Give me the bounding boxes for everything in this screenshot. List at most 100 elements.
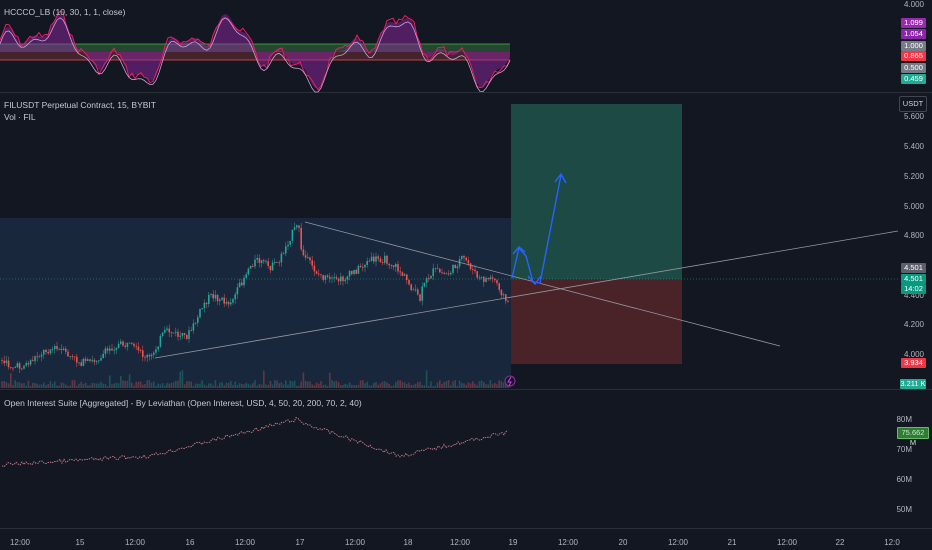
candle-body [260, 260, 263, 263]
volume-bar [388, 383, 390, 388]
candle-body [131, 342, 133, 344]
time-tick-label: 12:00 [667, 538, 689, 547]
candle-body [128, 342, 131, 344]
candle-body [230, 302, 232, 305]
candle-body [113, 349, 115, 351]
volume-bar [366, 381, 368, 388]
price-tick-label: 4.400 [903, 291, 924, 300]
volume-bar [458, 380, 461, 388]
candle-body [502, 294, 505, 296]
candle-body [223, 297, 225, 304]
bolt-icon [507, 376, 512, 387]
volume-bar [135, 381, 137, 388]
candle-body [443, 272, 445, 274]
candle-body [485, 278, 487, 282]
countdown-label: 14:02 [901, 284, 926, 294]
candle-body [300, 227, 302, 250]
time-tick-label: 12:00 [344, 538, 366, 547]
trendline-ascending [154, 230, 899, 359]
candle-body [403, 274, 406, 276]
volume-bar [485, 384, 487, 388]
candle-body [309, 257, 311, 261]
candle-body [322, 275, 324, 280]
volume-bar [210, 383, 212, 388]
volume-bar [313, 385, 316, 388]
candle-body [32, 360, 34, 362]
volume-bar [403, 382, 406, 388]
candle-body [368, 260, 371, 262]
candle-body [54, 346, 56, 350]
volume-bar [69, 385, 71, 388]
candle-body [27, 363, 30, 365]
bolt-icon [504, 375, 516, 387]
time-tick-label: 12:00 [124, 538, 146, 547]
volume-bar [80, 381, 82, 388]
candle-body [175, 331, 177, 333]
candle-body [463, 255, 465, 258]
volume-bar [401, 381, 404, 388]
candle-body [313, 265, 316, 272]
candle-body [399, 271, 401, 273]
candle-body [476, 271, 478, 278]
volume-bar [340, 385, 342, 388]
candle-body [293, 227, 296, 230]
candle-body [111, 348, 113, 351]
volume-bar [322, 385, 324, 388]
volume-bar [243, 384, 245, 388]
volume-bar [100, 381, 102, 388]
time-tick-label: 12:00 [449, 538, 471, 547]
candle-body [181, 333, 184, 336]
current-price-label: 4.501 [901, 263, 926, 273]
top-pane-separator[interactable] [0, 92, 932, 93]
candle-body [278, 262, 280, 264]
volume-bar [397, 380, 399, 388]
volume-bar [76, 385, 78, 388]
volume-bar [232, 384, 234, 388]
candle-body [408, 279, 410, 285]
volume-bar [450, 385, 452, 388]
candle-body [324, 275, 327, 280]
candle-body [104, 348, 107, 354]
volume-legend[interactable]: Vol · FIL [4, 112, 36, 122]
candle-body [144, 356, 146, 358]
volume-bar [34, 383, 36, 388]
volume-bar [368, 385, 371, 388]
oi-pane-separator[interactable] [0, 389, 932, 390]
candle-body [315, 271, 318, 274]
candle-body [183, 333, 186, 335]
candle-body [146, 354, 148, 358]
candle-body [25, 363, 27, 366]
candle-body [120, 341, 122, 344]
volume-bar [320, 381, 322, 388]
candle-body [318, 273, 320, 275]
candle-body [362, 266, 364, 268]
candle-body [340, 276, 342, 282]
candle-body [252, 266, 254, 267]
candle-body [472, 269, 474, 271]
volume-bar [43, 382, 45, 388]
candle-body [84, 358, 87, 361]
volume-bar [395, 382, 397, 388]
hcccco-indicator-legend[interactable]: HCCCO_LB (10, 30, 1, 1, close) [4, 7, 126, 17]
volume-bar [153, 381, 155, 388]
volume-bar [487, 384, 489, 388]
volume-bar [311, 384, 313, 388]
candle-body [357, 265, 360, 274]
volume-bar [318, 383, 320, 388]
candle-body [377, 256, 379, 259]
candle-body [348, 270, 351, 277]
symbol-legend[interactable]: FILUSDT Perpetual Contract, 15, BYBIT [4, 100, 156, 110]
oi-legend[interactable]: Open Interest Suite [Aggregated] - By Le… [4, 398, 362, 408]
candle-body [401, 272, 404, 276]
volume-bar [331, 380, 333, 388]
candle-body [280, 253, 283, 263]
volume-bar [214, 380, 217, 388]
volume-bar [406, 384, 408, 388]
volume-bar [181, 370, 184, 388]
candle-body [122, 341, 124, 346]
currency-button[interactable]: USDT [899, 96, 927, 112]
candle-body [445, 273, 448, 275]
volume-bar [115, 382, 118, 388]
candle-body [296, 225, 298, 228]
